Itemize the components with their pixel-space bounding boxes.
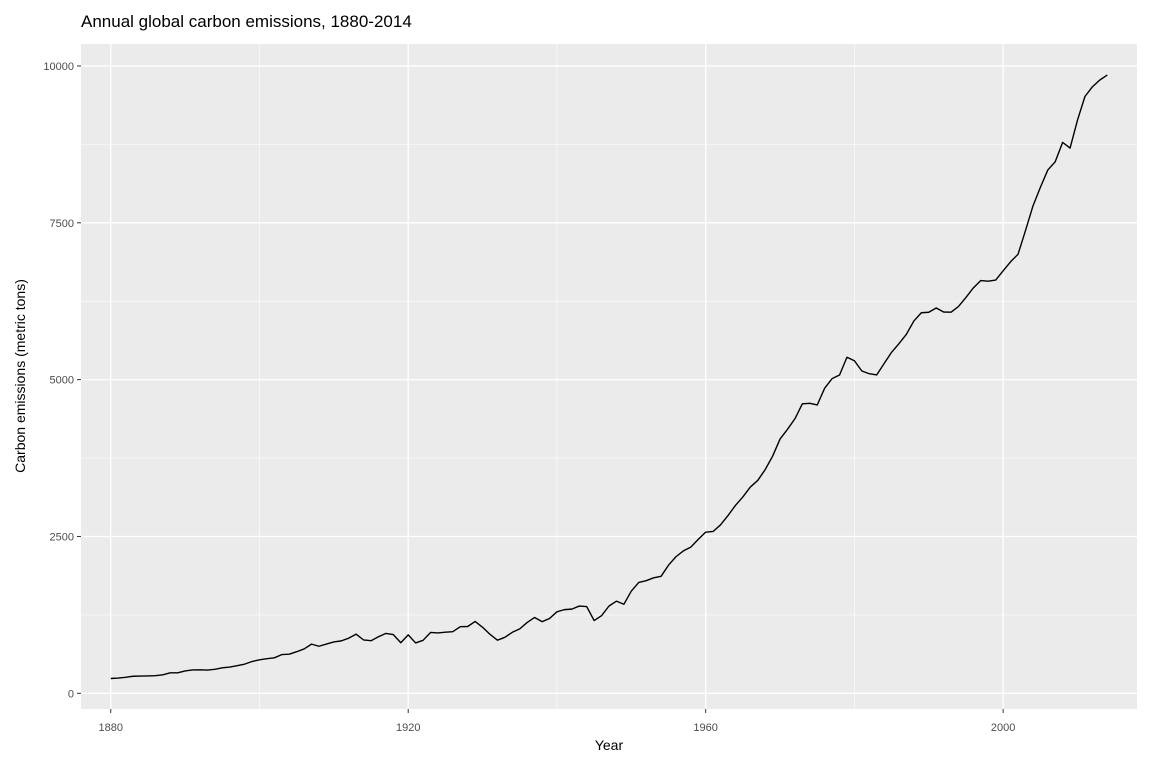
y-tick-label: 2500 bbox=[50, 531, 74, 543]
emissions-line bbox=[110, 74, 1108, 680]
x-axis-title: Year bbox=[595, 737, 624, 753]
y-tick-label: 7500 bbox=[50, 218, 74, 230]
x-axis: 1880 1920 1960 2000 bbox=[99, 709, 1015, 734]
y-tick-label: 0 bbox=[68, 688, 74, 700]
x-tick-label: 1960 bbox=[693, 722, 717, 734]
x-tick-label: 2000 bbox=[991, 722, 1015, 734]
minor-grid bbox=[81, 44, 1137, 709]
y-axis-title: Carbon emissions (metric tons) bbox=[12, 279, 28, 473]
y-tick-label: 5000 bbox=[50, 375, 74, 387]
major-grid bbox=[81, 44, 1137, 709]
chart-title: Annual global carbon emissions, 1880-201… bbox=[81, 12, 412, 31]
x-tick-label: 1880 bbox=[99, 722, 123, 734]
x-tick-label: 1920 bbox=[396, 722, 420, 734]
y-axis: 0 2500 5000 7500 10000 bbox=[43, 61, 81, 700]
plot-panel bbox=[81, 44, 1137, 709]
y-tick-label: 10000 bbox=[43, 61, 74, 73]
